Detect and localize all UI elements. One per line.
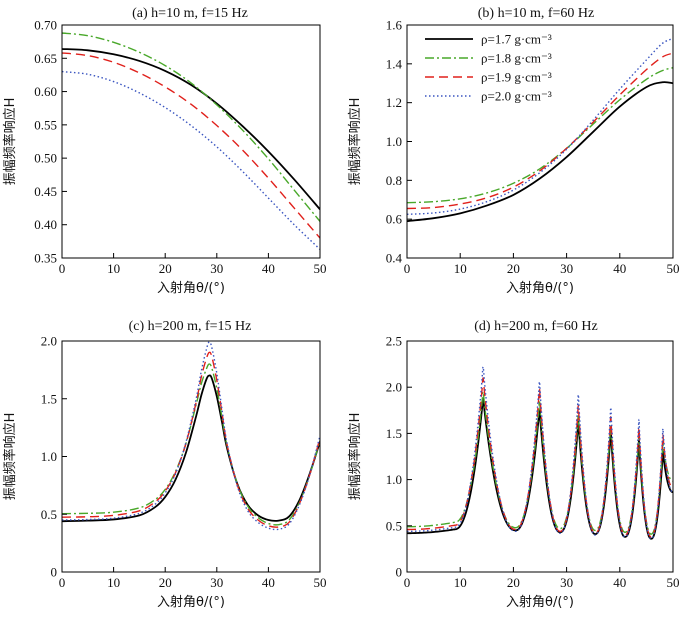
panel-b-series-group [407,37,673,223]
panel-b-x-tick-label: 20 [507,261,520,276]
panel-a-y-tick-label: 0.70 [34,18,57,33]
panel-c-x-axis-label: 入射角θ/(°) [157,594,225,610]
panel-b-y-axis-label: 振幅频率响应H [347,98,363,186]
panel-a-y-tick-label: 0.35 [34,251,57,266]
panel-d-y-tick-label: 0 [396,565,403,580]
panel-b-y-tick-label: 0.6 [386,212,403,227]
panel-a-x-tick-label: 30 [210,261,223,276]
panel-d-y-tick-label: 2.0 [386,380,402,395]
panel-c-frame [61,340,321,573]
panel-a-y-tick-label: 0.65 [34,51,57,66]
panel-b-y-tick-label: 0.8 [386,173,402,188]
panel-d-x-tick-label: 20 [507,575,520,590]
panel-a-y-tick-label: 0.50 [34,151,57,166]
panel-d-y-tick-label: 0.5 [386,518,402,533]
panel-d-series-rho-2-0 [407,366,673,540]
panel-d-x-tick-label: 10 [454,575,467,590]
panel-d-series-rho-1-7 [407,397,673,540]
panel-c-y-tick-label: 0 [51,565,58,580]
panel-b-y-tick-label: 1.2 [386,95,402,110]
panel-d: (d) h=200 m, f=60 Hz 0 10 20 30 40 50 0 0.5 1.0 1… [347,319,680,610]
panel-d-x-tick-label: 50 [667,575,680,590]
panel-b-y-tick-label: 0.4 [386,251,403,266]
panel-a-x-tick-label: 50 [314,261,327,276]
legend-label-rho-1-8: ρ=1.8 g·cm⁻³ [481,51,552,66]
panel-a-y-tick-label: 0.55 [34,117,57,132]
panel-b-series-rho-1-8 [407,67,673,204]
panel-c-y-axis-label: 振幅频率响应H [2,413,18,501]
panel-a-x-tick-label: 40 [262,261,275,276]
panel-b-x-tick-label: 0 [404,261,411,276]
panel-a-y-tick-label: 0.45 [34,184,57,199]
panel-b-x-axis-label: 入射角θ/(°) [506,280,574,296]
panel-c-y-tick-label: 1.0 [41,449,57,464]
panel-d-frame [406,340,674,573]
panel-c-title: (c) h=200 m, f=15 Hz [129,319,252,334]
panel-b-x-tick-label: 40 [613,261,626,276]
panel-a: (a) h=10 m, f=15 Hz 0 10 20 30 40 500.350.400… [2,6,327,296]
panel-a-series-rho-2-0 [62,70,320,250]
panel-d-title: (d) h=200 m, f=60 Hz [474,319,598,334]
panel-a-x-tick-label: 20 [159,261,172,276]
panel-a-y-tick-label: 0.60 [34,84,57,99]
panel-b: (b) h=10 m, f=60 Hz 0 10 20 30 40 50 0.4 0.6 0.8… [347,6,680,296]
panel-a-x-tick-label: 0 [59,261,66,276]
panel-b-plot: 0 10 20 30 40 50 0.4 0.6 0.8 1.0 1.2 1.4 1.6 入射角θ/(°)… [347,18,680,297]
panel-a-title: (a) h=10 m, f=15 Hz [132,6,248,21]
panel-d-x-tick-label: 0 [404,575,411,590]
panel-c-y-tick-label: 1.5 [41,391,57,406]
panel-c-x-tick-label: 10 [107,575,120,590]
panel-c-y-tick-label: 2.0 [41,334,57,349]
panel-d-x-tick-label: 30 [560,575,573,590]
panel-c-series-rho-1-9 [62,351,320,528]
panel-d-series-group [407,366,673,540]
panel-a-series-rho-1-7 [62,48,320,210]
panel-b-series-rho-1-9 [407,52,673,210]
panel-b-y-tick-label: 1.0 [386,134,402,149]
panel-a-x-axis-label: 入射角θ/(°) [157,280,225,296]
panel-d-y-tick-label: 1.5 [386,426,402,441]
panel-b-x-tick-label: 50 [667,261,680,276]
panel-d-series-rho-1-8 [407,391,673,535]
panel-c-x-tick-label: 0 [59,575,66,590]
panel-a-series-group [62,32,320,250]
panel-d-plot: 0 10 20 30 40 50 0 0.5 1.0 1.5 2.0 2.5 入射角θ/(°) 振幅频率响… [347,334,680,611]
panel-d-x-axis-label: 入射角θ/(°) [506,594,574,610]
panel-c-x-tick-label: 20 [159,575,172,590]
panel-c-x-tick-label: 40 [262,575,275,590]
panel-a-y-tick-label: 0.40 [34,217,57,232]
panel-b-series-rho-1-7 [407,81,673,223]
panel-c-x-tick-label: 50 [314,575,327,590]
panel-d-y-tick-label: 1.0 [386,472,402,487]
panel-d-y-axis-label: 振幅频率响应H [347,413,363,501]
panel-c-series-group [62,341,320,531]
legend-label-rho-2-0: ρ=2.0 g·cm⁻³ [481,89,552,104]
panel-a-x-tick-label: 10 [107,261,120,276]
panel-c-x-tick-label: 30 [210,575,223,590]
panel-c: (c) h=200 m, f=15 Hz 0 10 20 30 40 50 0 0.5 1.0 1… [2,319,327,610]
panel-a-series-rho-1-9 [62,52,320,239]
panel-a-plot: 0 10 20 30 40 50 0.35 0.40 0.45 0.50 0.55 0.60 0.65 0… [2,18,327,297]
panel-c-plot: 0 10 20 30 40 50 0 0.5 1.0 1.5 2.0 入射角θ/(°) 振幅频率响应H [2,334,327,611]
panel-a-frame [61,24,321,259]
panel-b-x-tick-label: 10 [454,261,467,276]
legend-label-rho-1-9: ρ=1.9 g·cm⁻³ [481,70,552,85]
legend-label-rho-1-7: ρ=1.7 g·cm⁻³ [481,32,552,47]
panel-c-series-rho-1-8 [62,363,320,526]
panel-a-series-rho-1-8 [62,32,320,222]
panel-d-x-tick-label: 40 [613,575,626,590]
panel-d-y-tick-label: 2.5 [386,334,402,349]
panel-b-title: (b) h=10 m, f=60 Hz [478,6,595,21]
panel-b-legend: ρ=1.7 g·cm⁻³ ρ=1.8 g·cm⁻³ ρ=1.9 g·cm⁻³ ρ=2.… [425,32,552,104]
panel-c-series-rho-1-7 [62,374,320,523]
panel-b-y-tick-label: 1.4 [386,56,403,71]
panel-b-x-tick-label: 30 [560,261,573,276]
panel-a-y-axis-label: 振幅频率响应H [2,98,18,186]
panel-b-y-tick-label: 1.6 [386,18,403,33]
panel-c-y-tick-label: 0.5 [41,507,57,522]
